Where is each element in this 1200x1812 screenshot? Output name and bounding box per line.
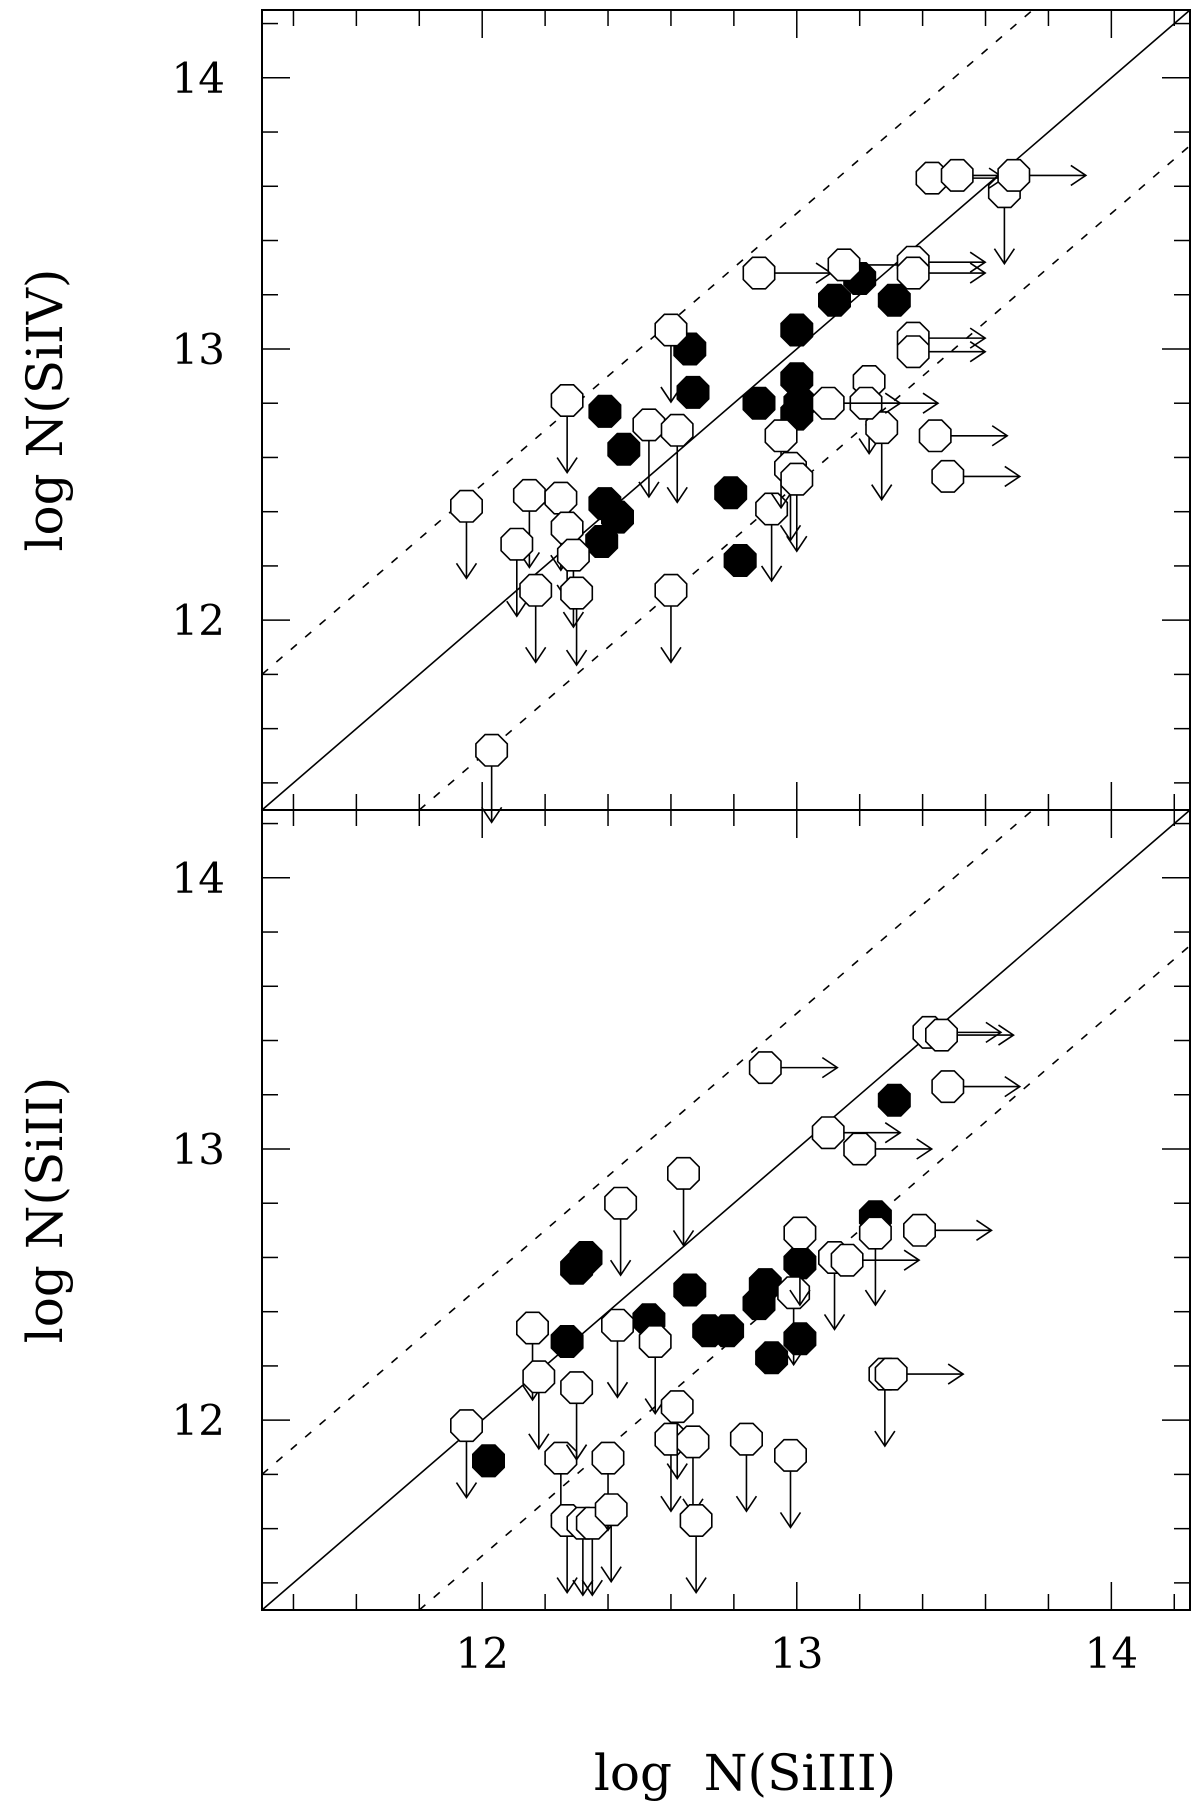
x-tick-label: 14: [1085, 1629, 1138, 1678]
upper-limit-point: [660, 413, 694, 504]
upper-limit-point: [654, 313, 688, 404]
detection-point: [723, 543, 757, 578]
panel-top-y-axis-title: log N(SiIV): [16, 269, 74, 552]
upper-limit-point: [638, 1325, 672, 1415]
upper-limit-point: [500, 527, 534, 618]
upper-limit-point: [522, 1360, 556, 1451]
panel-bottom-ticks: [262, 810, 1190, 1610]
lower-limit-point: [997, 158, 1088, 192]
upper-limit-point: [755, 492, 789, 583]
panel-top-tick-labels: 12 13 14: [172, 54, 225, 645]
upper-limit-point: [783, 1216, 817, 1307]
x-axis-title: log N(SiIII): [594, 1744, 896, 1802]
panel-top-ticks: [262, 10, 1190, 810]
panel-bottom-points: [449, 1015, 1022, 1597]
upper-limit-point: [858, 1216, 892, 1307]
lower-limit-point: [902, 1213, 993, 1247]
detection-point: [877, 1083, 911, 1117]
lower-limit-point: [918, 419, 1009, 453]
lower-limit-point: [874, 1357, 965, 1391]
panel-bottom-lines: [261, 809, 1191, 1611]
detection-point: [550, 1325, 584, 1358]
lower-limit-point: [830, 1243, 921, 1277]
upper-limit-point: [449, 1409, 484, 1500]
detection-point: [607, 432, 641, 466]
detection-point: [714, 476, 748, 510]
detection-point: [780, 313, 814, 347]
panel-bottom: 12 13 14 12 13 14 log N(SiII): [16, 809, 1191, 1678]
lower-limit-point: [896, 256, 987, 290]
lower-limit-point: [742, 256, 833, 290]
detection-point: [569, 1241, 603, 1274]
y-tick-label: 14: [172, 854, 225, 903]
detection-point: [711, 1314, 745, 1348]
one-to-one-line: [261, 9, 1191, 811]
detection-point: [783, 1322, 817, 1356]
lower-limit-point: [827, 248, 918, 282]
upper-limit-point: [780, 462, 814, 553]
upper-limit-point: [550, 383, 584, 474]
lower-limit-point: [931, 1070, 1022, 1104]
detection-point: [588, 394, 622, 428]
y-tick-label: 13: [172, 1125, 225, 1174]
upper-limit-point: [676, 1425, 710, 1516]
upper-limit-point: [660, 1390, 694, 1481]
one-to-one-line: [261, 809, 1191, 1611]
lower-limit-point: [811, 386, 902, 420]
panel-bottom-frame: [261, 809, 1191, 1611]
panel-bottom-tick-labels: 12 13 14 12 13 14: [172, 854, 1139, 1678]
lower-limit-point: [931, 459, 1022, 493]
lower-limit-point: [843, 1132, 934, 1166]
upper-limit-point: [679, 1504, 713, 1594]
detection-point: [585, 524, 619, 559]
upper-limit-point: [865, 411, 899, 502]
upper-limit-point: [519, 573, 553, 664]
panel-top-points: [449, 158, 1088, 824]
upper-limit-point: [632, 408, 666, 499]
y-tick-label: 12: [172, 596, 225, 645]
lower-limit-point: [924, 1018, 1015, 1052]
detection-point: [600, 500, 635, 534]
upper-limit-point: [600, 1308, 635, 1399]
detection-point: [755, 1341, 789, 1375]
detection-point: [676, 375, 710, 409]
upper-limit-point: [512, 478, 546, 569]
y-tick-label: 13: [172, 325, 225, 374]
detection-point: [673, 1273, 707, 1307]
x-tick-label: 12: [455, 1629, 508, 1678]
upper-limit-point: [560, 576, 594, 667]
y-tick-label: 12: [172, 1396, 225, 1445]
detection-point: [748, 1268, 782, 1302]
detection-point: [742, 386, 776, 420]
upper-limit-point: [777, 1276, 811, 1367]
upper-limit-point: [604, 1186, 638, 1277]
y-tick-label: 14: [172, 54, 225, 103]
detection-point: [817, 283, 852, 317]
detection-point: [471, 1444, 506, 1478]
x-tick-label: 13: [770, 1629, 823, 1678]
upper-limit-point: [666, 1156, 701, 1247]
lower-limit-point: [748, 1051, 839, 1085]
panel-top-lines: [261, 9, 1191, 811]
upper-limit-point: [560, 1371, 594, 1462]
upper-limit-point: [475, 733, 509, 824]
upper-limit-point: [594, 1493, 628, 1584]
panel-top: 12 13 14 log N(SiIV): [16, 9, 1191, 824]
panel-bottom-y-axis-title: log N(SiII): [16, 1077, 74, 1344]
upper-limit-point: [449, 489, 484, 580]
upper-limit-point: [729, 1422, 764, 1513]
upper-limit-point: [654, 573, 688, 664]
upper-limit-point: [773, 1438, 808, 1529]
lower-limit-point: [896, 335, 987, 369]
detection-point: [877, 283, 911, 317]
